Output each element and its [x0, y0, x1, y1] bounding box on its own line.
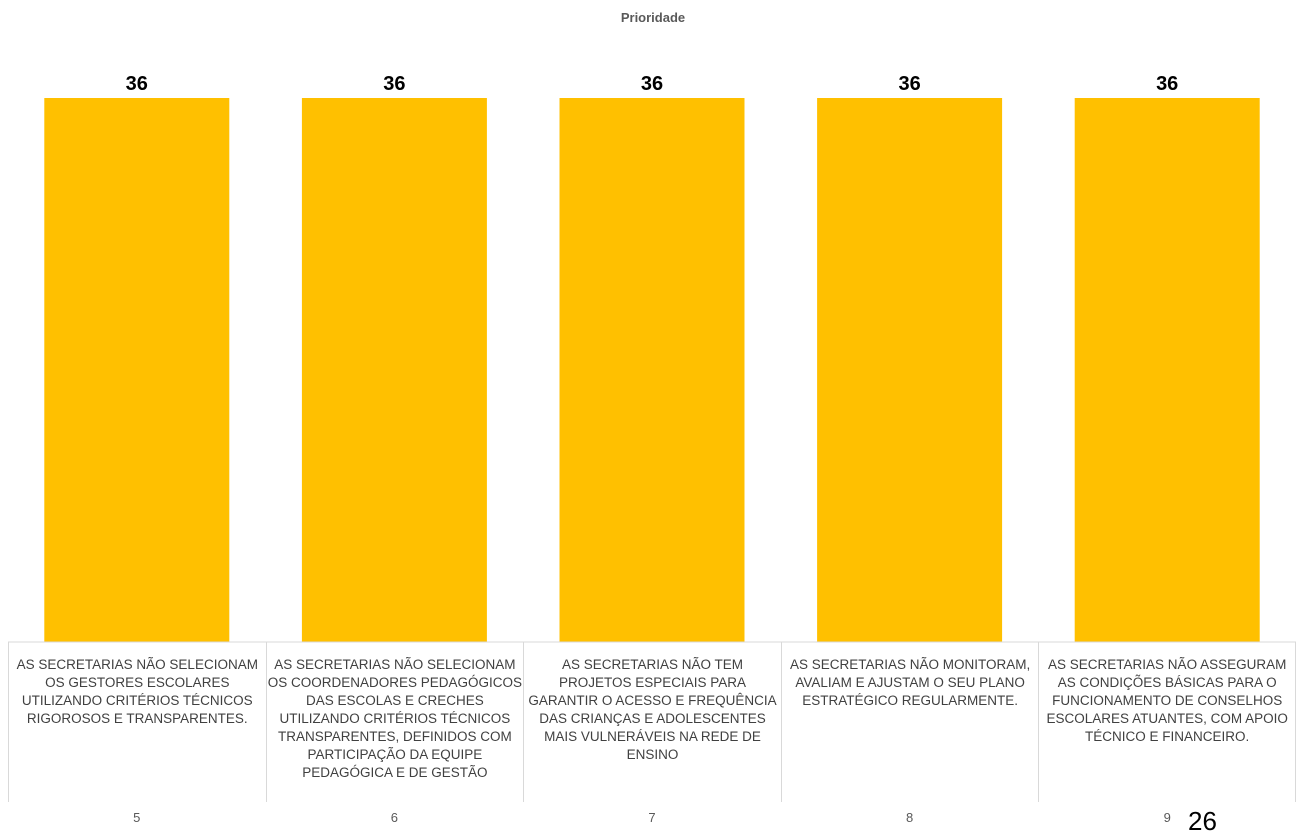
category-number-7: 7 [648, 810, 656, 825]
bar-9 [1074, 98, 1260, 642]
category-cell-5: AS SECRETARIAS NÃO SELECIONAM OS GESTORE… [8, 642, 266, 802]
bar-8 [817, 98, 1003, 642]
tick-label-6: AS SECRETARIAS NÃO SELECIONAM OS COORDEN… [267, 657, 523, 780]
category-number-8: 8 [905, 810, 914, 825]
tick-label-5: AS SECRETARIAS NÃO SELECIONAM OS GESTORE… [16, 657, 258, 726]
data-label-5: 36 [126, 73, 148, 95]
category-cell-8: AS SECRETARIAS NÃO MONITORAM, AVALIAM E … [780, 642, 1039, 802]
category-number-5: 5 [133, 810, 141, 825]
data-label-9: 36 [1156, 73, 1178, 95]
bar-6 [301, 98, 487, 642]
bar-5 [44, 98, 230, 642]
page-number: 26 [1188, 806, 1217, 836]
tick-label-8: AS SECRETARIAS NÃO MONITORAM, AVALIAM E … [789, 657, 1031, 708]
data-label-6: 36 [383, 73, 405, 95]
tick-label-9: AS SECRETARIAS NÃO ASSEGURAM AS CONDIÇÕE… [1046, 657, 1288, 744]
category-number-6: 6 [390, 810, 398, 825]
data-label-8: 36 [898, 73, 920, 95]
tick-label-7: AS SECRETARIAS NÃO TEM PROJETOS ESPECIAI… [528, 657, 777, 762]
chart-title: Prioridade [620, 10, 686, 25]
bar-7 [559, 98, 745, 642]
category-cell-7: AS SECRETARIAS NÃO TEM PROJETOS ESPECIAI… [523, 642, 781, 802]
data-label-7: 36 [641, 73, 663, 95]
category-number-9: 9 [1163, 810, 1171, 825]
category-cell-9: AS SECRETARIAS NÃO ASSEGURAM AS CONDIÇÕE… [1038, 642, 1296, 802]
category-cell-6: AS SECRETARIAS NÃO SELECIONAM OS COORDEN… [265, 642, 524, 802]
